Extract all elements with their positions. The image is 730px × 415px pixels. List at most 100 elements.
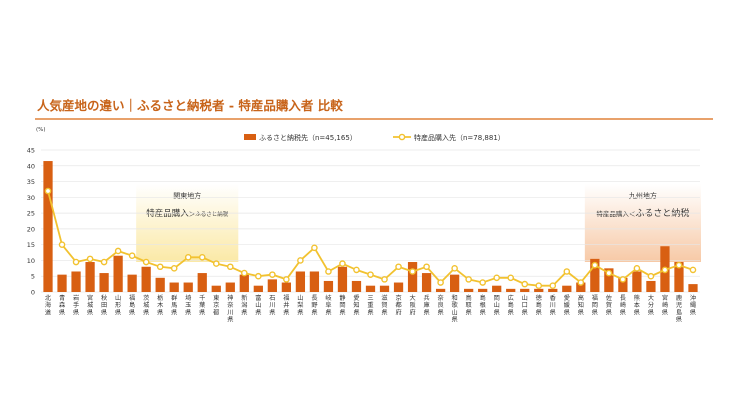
y-tick-label: 35 xyxy=(27,178,35,186)
x-tick-label: 香川県 xyxy=(550,294,556,316)
x-tick-label: 島根県 xyxy=(480,294,486,316)
bar-徳島県 xyxy=(534,288,544,292)
line-point-岐阜県 xyxy=(325,268,332,275)
x-tick-label: 広島県 xyxy=(508,294,514,316)
x-tick-label: 石川県 xyxy=(269,295,275,316)
annotation-region-label: 九州地方 xyxy=(629,191,657,200)
bar-奈良県 xyxy=(435,288,446,292)
x-tick-label: 長野県 xyxy=(311,295,317,316)
x-tick-label: 三重県 xyxy=(367,295,373,316)
x-tick-label: 滋賀県 xyxy=(381,294,387,316)
line-point-福岡県 xyxy=(591,261,599,269)
bar-新潟県 xyxy=(239,274,249,292)
x-tick-label: 宮崎県 xyxy=(662,294,668,316)
y-tick-label: 10 xyxy=(27,257,35,265)
x-tick-label: 宮城県 xyxy=(87,294,93,316)
x-tick-label: 鳥取県 xyxy=(466,294,472,316)
x-tick-label: 愛知県 xyxy=(353,294,359,316)
x-tick-label: 大阪府 xyxy=(409,294,415,316)
legend-swatch-marker xyxy=(398,133,406,141)
line-point-静岡県 xyxy=(339,260,346,267)
y-tick-label: 40 xyxy=(27,162,35,170)
bar-東京都 xyxy=(211,285,221,292)
line-point-滋賀県 xyxy=(381,276,388,283)
line-point-佐賀県 xyxy=(605,269,613,277)
line-point-和歌山県 xyxy=(451,265,458,272)
legend-item-line: 特産品購入先（n=78,881） xyxy=(393,133,505,142)
bar-長崎県 xyxy=(618,277,628,292)
chart-title: 人気産地の違い｜ふるさと納税者 - 特産品購入者 比較 xyxy=(37,98,343,113)
bar-茨城県 xyxy=(141,266,151,292)
line-point-鳥取県 xyxy=(465,276,472,283)
line-point-秋田県 xyxy=(100,258,108,266)
y-tick-label: 20 xyxy=(27,225,35,233)
x-tick-label: 京都府 xyxy=(395,294,401,316)
x-tick-label: 群馬県 xyxy=(171,294,177,316)
line-point-群馬県 xyxy=(170,265,178,272)
bar-岡山県 xyxy=(492,285,502,292)
x-tick-label: 愛媛県 xyxy=(564,294,570,316)
x-tick-label: 青森県 xyxy=(59,294,66,316)
legend-label-line: 特産品購入先（n=78,881） xyxy=(414,133,505,142)
x-tick-label: 岡山県 xyxy=(494,295,500,316)
bar-岐阜県 xyxy=(323,280,334,292)
line-point-熊本県 xyxy=(633,265,641,272)
bar-宮城県 xyxy=(85,262,95,292)
y-tick-label: 5 xyxy=(31,273,35,281)
x-tick-label: 埼玉県 xyxy=(185,294,191,316)
x-tick-label: 山形県 xyxy=(115,294,121,316)
bar-埼玉県 xyxy=(183,282,193,292)
line-point-山口県 xyxy=(521,280,529,288)
bar-大分県 xyxy=(646,280,656,292)
line-point-千葉県 xyxy=(198,253,206,261)
x-tick-label: 岩手県 xyxy=(73,294,79,316)
line-point-福井県 xyxy=(283,276,290,283)
annotation-caption-left: 特産品購入 xyxy=(596,209,629,218)
bar-熊本県 xyxy=(632,271,642,292)
x-tick-label: 栃木県 xyxy=(157,294,163,316)
line-point-奈良県 xyxy=(437,279,444,286)
line-point-三重県 xyxy=(367,271,374,278)
annotation-caption: 特産品購入＞ふるさと納税 xyxy=(146,208,229,219)
bar-長野県 xyxy=(309,271,320,292)
line-point-埼玉県 xyxy=(184,253,192,261)
bar-神奈川県 xyxy=(225,282,235,292)
bar-佐賀県 xyxy=(604,268,614,292)
bar-香川県 xyxy=(548,288,558,292)
bar-和歌山県 xyxy=(450,274,460,292)
line-point-高知県 xyxy=(577,279,585,286)
bar-高知県 xyxy=(576,282,586,292)
line-point-石川県 xyxy=(269,271,276,278)
bar-山形県 xyxy=(113,255,123,292)
x-tick-label: 新潟県 xyxy=(241,294,247,316)
annotation-region-label: 関東地方 xyxy=(173,191,201,200)
line-point-兵庫県 xyxy=(423,263,430,271)
annotation-caption-left: 特産品購入 xyxy=(146,208,189,219)
legend-item-bar: ふるさと納税先（n=45,165） xyxy=(244,133,357,142)
y-tick-label: 15 xyxy=(27,241,35,249)
x-tick-label: 神奈川県 xyxy=(227,294,233,324)
line-point-徳島県 xyxy=(535,282,543,289)
line-point-栃木県 xyxy=(156,263,164,271)
bar-秋田県 xyxy=(99,273,109,292)
bar-山梨県 xyxy=(295,271,306,292)
bar-沖縄県 xyxy=(688,284,698,292)
line-point-長崎県 xyxy=(619,276,627,283)
legend-label-bar: ふるさと納税先（n=45,165） xyxy=(259,133,357,142)
bar-千葉県 xyxy=(197,273,207,292)
bar-福井県 xyxy=(281,282,291,292)
line-point-富山県 xyxy=(255,272,262,280)
bar-群馬県 xyxy=(169,282,179,292)
bar-島根県 xyxy=(478,288,488,292)
y-unit-label: (%) xyxy=(36,127,46,133)
annotation-caption-sign: ＜ xyxy=(629,210,636,218)
bar-北海道 xyxy=(43,161,53,292)
bar-広島県 xyxy=(506,288,516,292)
bar-兵庫県 xyxy=(421,273,432,292)
x-tick-label: 佐賀県 xyxy=(606,294,612,316)
line-point-大分県 xyxy=(647,272,655,280)
bar-岩手県 xyxy=(71,271,81,292)
